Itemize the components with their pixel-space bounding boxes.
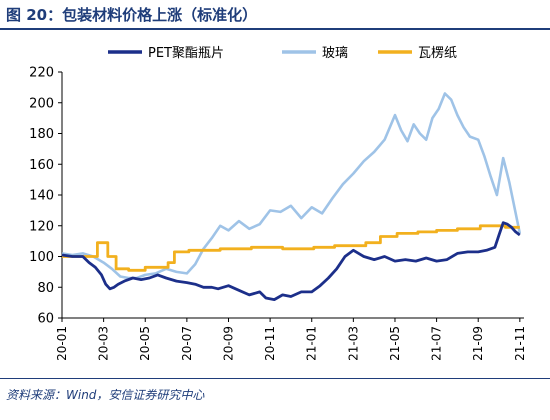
x-tick-label: 20-05 [138,326,152,361]
y-tick-label: 100 [29,250,54,265]
y-tick-label: 200 [29,96,54,111]
y-tick-label: 120 [29,219,54,234]
x-tick-label: 21-11 [513,326,527,361]
y-tick-label: 60 [37,312,54,327]
series-line-0 [61,221,521,302]
series-lines [61,92,522,302]
x-tick-label: 21-05 [388,326,402,361]
figure-title: 图 20：包装材料价格上涨（标准化） [6,6,258,24]
source-rule [0,378,550,379]
chart-legend: PET聚酯瓶片 玻璃 瓦楞纸 [108,46,457,61]
legend-label-0: PET聚酯瓶片 [148,46,224,61]
series-line-2 [62,224,520,272]
x-tick-label: 21-09 [471,326,485,361]
series-line-1 [61,92,522,280]
y-tick-label: 220 [29,66,54,81]
x-tick-label: 21-01 [305,326,319,361]
x-tick-label: 21-07 [430,326,444,361]
x-tick-label: 20-03 [97,326,111,361]
x-tick-label: 20-07 [180,326,194,361]
y-tick-label: 80 [37,281,54,296]
title-rule [0,28,550,30]
x-axis-ticks: 20-01 20-03 20-05 20-07 20-09 20-11 21-01 21-03… [55,318,527,361]
y-axis-ticks: 60 80 100 120 140 160 180 200 220 [29,66,62,327]
y-tick-label: 180 [29,127,54,142]
x-tick-label: 20-01 [55,326,69,361]
y-tick-label: 140 [29,189,54,204]
legend-label-1: 玻璃 [322,46,348,61]
x-tick-label: 20-09 [221,326,235,361]
x-tick-label: 21-03 [346,326,360,361]
source-note: 资料来源：Wind，安信证券研究中心 [6,388,205,402]
y-tick-label: 160 [29,158,54,173]
legend-label-2: 瓦楞纸 [418,46,457,61]
x-tick-label: 20-11 [263,326,277,361]
